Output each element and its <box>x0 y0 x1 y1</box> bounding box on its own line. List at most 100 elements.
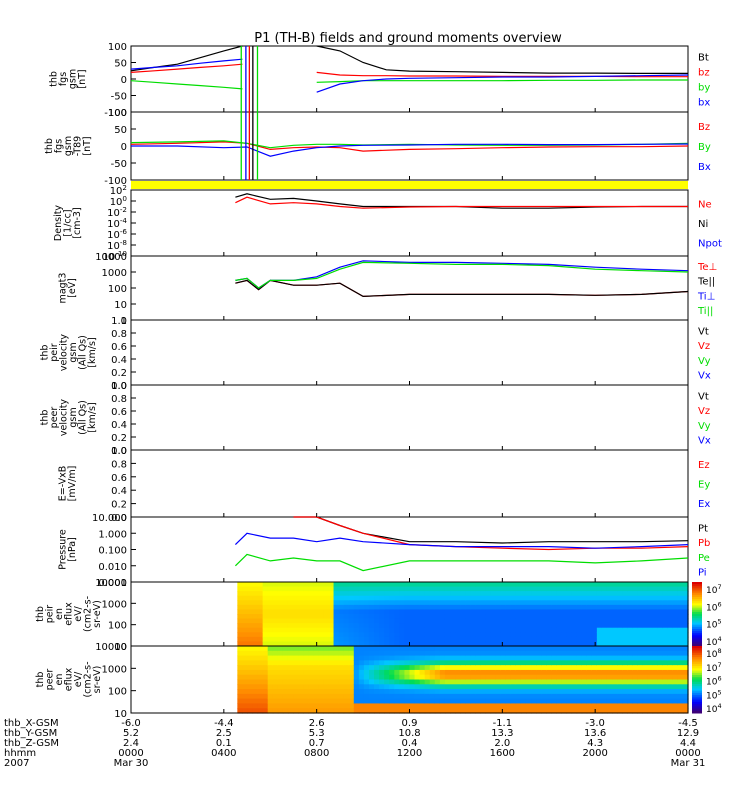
spectrogram-cell <box>657 655 664 661</box>
spectrogram-cell <box>409 614 416 620</box>
spectrogram-cell <box>338 582 345 588</box>
spectrogram-cell <box>333 600 340 606</box>
spectrogram-cell <box>363 693 370 700</box>
spectrogram-cell <box>277 627 284 633</box>
spectrogram-cell <box>419 669 426 676</box>
spectrogram-cell <box>596 679 603 685</box>
spectrogram-cell <box>465 674 471 681</box>
spectrogram-cell <box>242 679 249 685</box>
y-axis-label: peir <box>49 343 60 362</box>
spectrogram-cell <box>247 665 254 671</box>
time-row-value: 0.9 <box>402 718 418 729</box>
spectrogram-cell <box>505 708 512 714</box>
spectrogram-cell <box>439 674 446 681</box>
spectrogram-cell <box>389 604 395 611</box>
spectrogram-cell <box>429 708 436 714</box>
spectrogram-cell <box>546 689 552 695</box>
spectrogram-cell <box>252 614 259 620</box>
spectrogram-cell <box>601 627 608 633</box>
spectrogram-cell <box>682 684 689 690</box>
spectrogram-cell <box>308 660 314 666</box>
spectrogram-cell <box>323 636 330 643</box>
spectrogram-cell <box>308 609 314 615</box>
spectrogram-cell <box>490 684 497 690</box>
spectrogram-cell <box>627 641 633 647</box>
spectrogram-cell <box>455 669 461 676</box>
spectrogram-cell <box>515 703 522 709</box>
spectrogram-cell <box>308 623 314 629</box>
spectrogram-cell <box>298 693 304 700</box>
spectrogram-cell <box>368 665 375 671</box>
spectrogram-cell <box>612 641 618 647</box>
spectrogram-cell <box>546 582 552 588</box>
spectrogram-cell <box>505 636 512 643</box>
spectrogram-cell <box>601 582 608 588</box>
time-row-value: 2.0 <box>494 738 510 749</box>
spectrogram-cell <box>505 660 512 666</box>
spectrogram-cell <box>394 591 400 597</box>
spectrogram-cell <box>647 586 654 592</box>
spectrogram-cell <box>551 655 557 661</box>
spectrogram-cell <box>460 679 466 685</box>
spectrogram-cell <box>662 586 669 592</box>
spectrogram-cell <box>353 600 360 606</box>
spectrogram-cell <box>480 623 487 629</box>
spectrogram-cell <box>303 632 309 638</box>
spectrogram-cell <box>272 684 279 690</box>
spectrogram-cell <box>586 632 593 638</box>
spectrogram-cell <box>581 646 588 652</box>
spectrogram-cell <box>581 582 588 588</box>
spectrogram-cell <box>282 684 289 690</box>
spectrogram-cell <box>627 669 633 676</box>
spectrogram-cell <box>450 674 456 681</box>
spectrogram-cell <box>389 586 395 592</box>
spectrogram-cell <box>500 582 507 588</box>
spectrogram-cell <box>617 674 623 681</box>
legend-entry: Pe <box>698 553 710 564</box>
spectrogram-cell <box>495 674 502 681</box>
spectrogram-cell <box>495 693 502 700</box>
spectrogram-cell <box>363 600 370 606</box>
spectrogram-cell <box>444 604 451 611</box>
spectrogram-cell <box>308 679 314 685</box>
spectrogram-cell <box>596 623 603 629</box>
spectrogram-cell <box>601 646 608 652</box>
spectrogram-cell <box>414 660 421 666</box>
spectrogram-cell <box>323 618 330 624</box>
spectrogram-cell <box>353 595 360 601</box>
spectrogram-cell <box>617 646 623 652</box>
y-tick-label: 1.0 <box>111 316 127 327</box>
spectrogram-cell <box>237 586 243 592</box>
y-tick-label: 0.6 <box>111 473 127 484</box>
spectrogram-cell <box>622 627 628 633</box>
spectrogram-cell <box>571 600 578 606</box>
spectrogram-cell <box>308 604 314 611</box>
spectrogram-cell <box>652 591 659 597</box>
spectrogram-cell <box>343 660 350 666</box>
panel-frame <box>130 384 689 451</box>
spectrogram-cell <box>313 641 319 647</box>
spectrogram-cell <box>252 582 259 588</box>
spectrogram-cell <box>581 703 588 709</box>
spectrogram-cell <box>520 595 527 601</box>
spectrogram-cell <box>541 627 547 633</box>
spectrogram-cell <box>515 586 522 592</box>
spectrogram-cell <box>323 703 330 709</box>
spectrogram-cell <box>465 698 471 705</box>
spectrogram-cell <box>434 614 441 620</box>
spectrogram-cell <box>520 684 527 690</box>
spectrogram-cell <box>399 655 406 661</box>
spectrogram-cell <box>495 636 502 643</box>
spectrogram-cell <box>465 591 471 597</box>
spectrogram-cell <box>622 693 628 700</box>
spectrogram-cell <box>536 698 542 705</box>
spectrogram-cell <box>566 641 573 647</box>
spectrogram-cell <box>368 618 375 624</box>
legend-entry: Vt <box>698 326 709 337</box>
spectrogram-cell <box>460 669 466 676</box>
panel-frame <box>130 45 689 113</box>
spectrogram-cell <box>546 669 552 676</box>
y-axis-label: thb <box>35 672 46 688</box>
spectrogram-cell <box>348 650 355 657</box>
spectrogram-cell <box>566 636 573 643</box>
